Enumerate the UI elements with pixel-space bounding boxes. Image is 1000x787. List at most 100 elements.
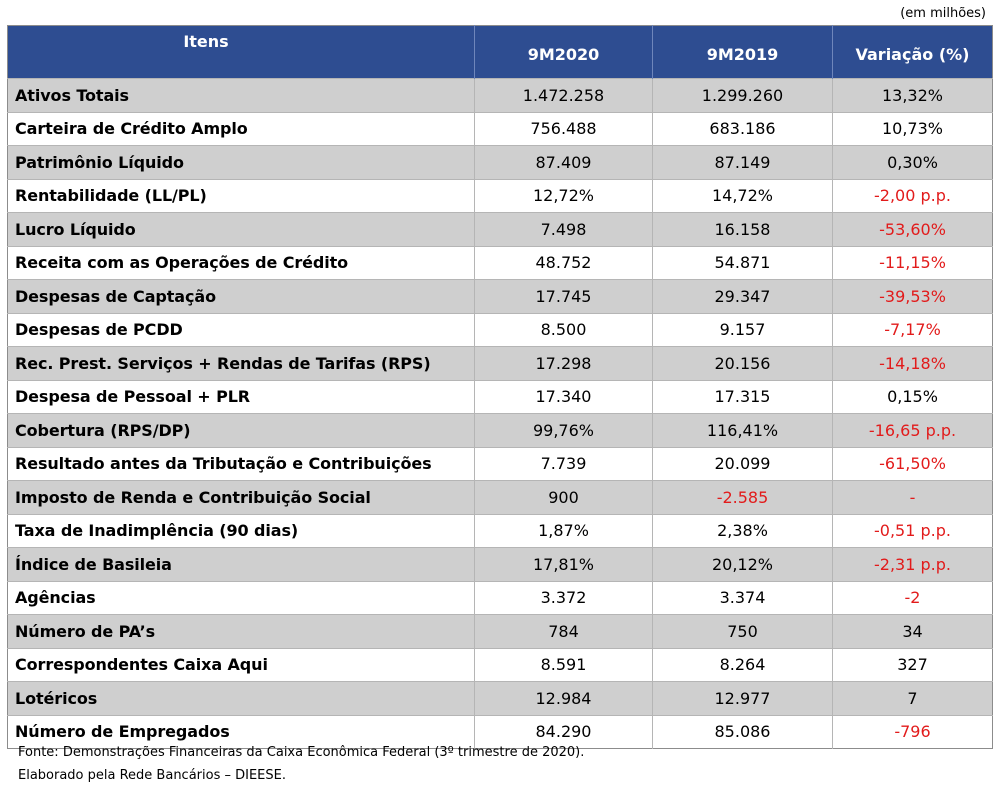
row-value-9m2020: 7.498	[474, 212, 653, 246]
header-items: Itens	[7, 25, 475, 79]
row-value-variacao: -53,60%	[832, 212, 993, 246]
table-row: Receita com as Operações de Crédito 48.75…	[7, 245, 993, 280]
row-value-9m2019: 14,72%	[652, 178, 833, 213]
row-value-variacao: -2	[832, 580, 993, 615]
row-value-9m2020: 87.409	[474, 145, 653, 179]
row-value-9m2019: 17.315	[652, 379, 833, 414]
row-value-9m2020: 48.752	[474, 245, 653, 280]
row-item-label: Imposto de Renda e Contribuição Social	[7, 480, 475, 514]
row-value-variacao: -16,65 p.p.	[832, 413, 993, 447]
row-item-label: Número de Empregados	[7, 714, 475, 749]
row-item-label: Receita com as Operações de Crédito	[7, 245, 475, 280]
row-value-9m2020: 7.739	[474, 446, 653, 481]
row-value-9m2019: 750	[652, 614, 833, 648]
row-value-9m2020: 17.745	[474, 279, 653, 313]
row-value-9m2019: 12.977	[652, 681, 833, 715]
footnote-source: Fonte: Demonstrações Financeiras da Caix…	[18, 745, 585, 760]
table-row: Imposto de Renda e Contribuição Social 90…	[7, 480, 993, 514]
table-body: Ativos Totais 1.472.258 1.299.260 13,32% Car…	[7, 78, 993, 749]
row-item-label: Carteira de Crédito Amplo	[7, 111, 475, 146]
row-item-label: Despesa de Pessoal + PLR	[7, 379, 475, 414]
header-variacao: Variação (%)	[832, 25, 993, 79]
row-item-label: Agências	[7, 580, 475, 615]
table-row: Índice de Basileia 17,81% 20,12% -2,31 p.p.	[7, 547, 993, 581]
table-row: Patrimônio Líquido 87.409 87.149 0,30%	[7, 145, 993, 179]
row-value-9m2020: 84.290	[474, 714, 653, 749]
row-value-9m2020: 99,76%	[474, 413, 653, 447]
row-value-9m2019: -2.585	[652, 480, 833, 514]
row-value-9m2020: 756.488	[474, 111, 653, 146]
row-value-variacao: 7	[832, 681, 993, 715]
row-value-9m2019: 54.871	[652, 245, 833, 280]
unit-note: (em milhões)	[900, 6, 986, 21]
row-value-9m2020: 17,81%	[474, 547, 653, 581]
table-row: Lucro Líquido 7.498 16.158 -53,60%	[7, 212, 993, 246]
row-item-label: Número de PA’s	[7, 614, 475, 648]
row-value-9m2020: 784	[474, 614, 653, 648]
row-value-9m2019: 1.299.260	[652, 78, 833, 112]
table-row: Correspondentes Caixa Aqui 8.591 8.264 327	[7, 647, 993, 682]
table-row: Carteira de Crédito Amplo 756.488 683.186 1…	[7, 111, 993, 146]
row-value-variacao: -0,51 p.p.	[832, 513, 993, 548]
row-value-9m2019: 3.374	[652, 580, 833, 615]
row-value-9m2020: 1,87%	[474, 513, 653, 548]
row-item-label: Rentabilidade (LL/PL)	[7, 178, 475, 213]
row-value-9m2019: 29.347	[652, 279, 833, 313]
row-value-9m2020: 12.984	[474, 681, 653, 715]
row-value-9m2019: 87.149	[652, 145, 833, 179]
row-value-variacao: -796	[832, 714, 993, 749]
row-item-label: Ativos Totais	[7, 78, 475, 112]
footnote: Fonte: Demonstrações Financeiras da Caix…	[18, 741, 584, 787]
row-value-9m2019: 116,41%	[652, 413, 833, 447]
row-value-9m2020: 1.472.258	[474, 78, 653, 112]
row-item-label: Rec. Prest. Serviços + Rendas de Tarifas…	[7, 346, 475, 380]
row-value-variacao: -	[832, 480, 993, 514]
row-value-9m2019: 9.157	[652, 312, 833, 347]
table-row: Despesas de PCDD 8.500 9.157 -7,17%	[7, 312, 993, 347]
row-value-variacao: -7,17%	[832, 312, 993, 347]
financial-table: Itens 9M2020 9M2019 Variação (%) Ativos …	[7, 25, 993, 749]
row-value-9m2020: 17.298	[474, 346, 653, 380]
row-value-variacao: -2,00 p.p.	[832, 178, 993, 213]
table-row: Número de PA’s 784 750 34	[7, 614, 993, 648]
table-row: Taxa de Inadimplência (90 dias) 1,87% 2,38…	[7, 513, 993, 548]
table-row: Resultado antes da Tributação e Contribu…	[7, 446, 993, 481]
row-value-9m2020: 3.372	[474, 580, 653, 615]
row-value-9m2020: 8.500	[474, 312, 653, 347]
header-9m2020: 9M2020	[474, 25, 653, 79]
table-row: Despesa de Pessoal + PLR 17.340 17.315 0,15…	[7, 379, 993, 414]
row-item-label: Despesas de Captação	[7, 279, 475, 313]
table-row: Lotéricos 12.984 12.977 7	[7, 681, 993, 715]
row-item-label: Despesas de PCDD	[7, 312, 475, 347]
row-value-variacao: -61,50%	[832, 446, 993, 481]
row-value-variacao: 10,73%	[832, 111, 993, 146]
row-value-variacao: 0,30%	[832, 145, 993, 179]
row-value-9m2019: 2,38%	[652, 513, 833, 548]
table-row: Rentabilidade (LL/PL) 12,72% 14,72% -2,00 p…	[7, 178, 993, 213]
row-item-label: Cobertura (RPS/DP)	[7, 413, 475, 447]
row-value-9m2019: 85.086	[652, 714, 833, 749]
header-9m2019: 9M2019	[652, 25, 833, 79]
row-value-9m2020: 12,72%	[474, 178, 653, 213]
row-item-label: Resultado antes da Tributação e Contribu…	[7, 446, 475, 481]
row-item-label: Índice de Basileia	[7, 547, 475, 581]
row-value-9m2020: 17.340	[474, 379, 653, 414]
row-value-variacao: -14,18%	[832, 346, 993, 380]
row-item-label: Correspondentes Caixa Aqui	[7, 647, 475, 682]
row-item-label: Taxa de Inadimplência (90 dias)	[7, 513, 475, 548]
row-value-9m2019: 8.264	[652, 647, 833, 682]
row-item-label: Patrimônio Líquido	[7, 145, 475, 179]
table-row: Número de Empregados 84.290 85.086 -796	[7, 714, 993, 749]
table-row: Rec. Prest. Serviços + Rendas de Tarifas…	[7, 346, 993, 380]
row-value-variacao: 0,15%	[832, 379, 993, 414]
row-item-label: Lotéricos	[7, 681, 475, 715]
row-value-9m2020: 8.591	[474, 647, 653, 682]
row-value-9m2019: 16.158	[652, 212, 833, 246]
table-row: Ativos Totais 1.472.258 1.299.260 13,32%	[7, 78, 993, 112]
row-value-variacao: -39,53%	[832, 279, 993, 313]
row-value-variacao: -11,15%	[832, 245, 993, 280]
row-item-label: Lucro Líquido	[7, 212, 475, 246]
footnote-credit: Elaborado pela Rede Bancários – DIEESE.	[18, 768, 286, 783]
row-value-9m2019: 683.186	[652, 111, 833, 146]
table-row: Cobertura (RPS/DP) 99,76% 116,41% -16,65 p.…	[7, 413, 993, 447]
